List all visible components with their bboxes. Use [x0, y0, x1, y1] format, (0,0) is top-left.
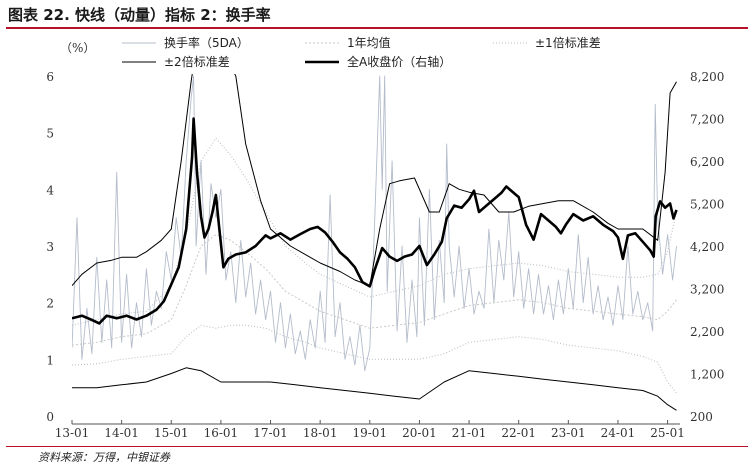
left-tick-label: 2: [46, 297, 54, 311]
legend-label-std2: ±2倍标准差: [164, 54, 230, 69]
series-line-avg_1y-0: [72, 234, 677, 346]
right-tick-label: 8,200: [690, 70, 724, 84]
left-tick-label: 6: [46, 70, 54, 84]
plot-lines: [72, 74, 678, 411]
legend-label-avg_1y: 1年均值: [347, 35, 391, 50]
x-tick-label: 22-01: [501, 426, 536, 440]
legend-label-turnover_5da: 换手率（5DA）: [164, 35, 249, 50]
right-tick-label: 6,200: [690, 155, 724, 169]
right-tick-label: 4,200: [690, 240, 724, 254]
title-rule: [6, 27, 748, 29]
legend-label-index: 全A收盘价（右轴）: [347, 54, 451, 69]
series-line-std1-1: [72, 324, 677, 394]
x-tick-label: 21-01: [452, 426, 487, 440]
x-tick-label: 15-01: [154, 426, 189, 440]
left-tick-label: 4: [46, 183, 54, 197]
x-tick-label: 24-01: [601, 426, 636, 440]
left-tick-label: 0: [46, 410, 54, 424]
x-tick-label: 20-01: [402, 426, 437, 440]
source-note: 资料来源：万得，中银证券: [38, 451, 170, 464]
right-tick-label: 7,200: [690, 113, 724, 127]
x-tick-label: 14-01: [104, 426, 139, 440]
x-tick-label: 19-01: [352, 426, 387, 440]
x-tick-label: 18-01: [303, 426, 338, 440]
series-line-std2-0: [72, 74, 677, 287]
right-axis-ticks: 200 1,200 2,200 3,200 4,200 5,200 6,200 7,200 8,…: [690, 70, 724, 424]
series-line-turnover_5da-0: [72, 75, 677, 372]
left-axis-ticks: 0 1 2 3 4 5 6: [46, 70, 54, 424]
x-tick-label: 13-01: [55, 426, 90, 440]
x-tick-label: 25-01: [650, 426, 685, 440]
source-rule: [6, 446, 748, 447]
legend-label-std1: ±1倍标准差: [535, 35, 601, 50]
x-axis-ticks: 13-01 14-01 15-01 16-01 17-01 18-01 19-01 20-01…: [55, 420, 685, 440]
right-tick-label: 5,200: [690, 198, 724, 212]
right-tick-label: 2,200: [690, 325, 724, 339]
figure-title: 图表 22. 快线（动量）指标 2：换手率: [8, 6, 271, 24]
left-axis-unit: （%）: [60, 41, 95, 55]
x-tick-label: 17-01: [253, 426, 288, 440]
series-line-std2-1: [72, 367, 677, 411]
x-tick-label: 16-01: [204, 426, 239, 440]
left-tick-label: 3: [46, 240, 54, 254]
series-line-index-0: [72, 117, 678, 325]
right-tick-label: 3,200: [690, 283, 724, 297]
x-tick-label: 23-01: [551, 426, 586, 440]
legend: 换手率（5DA） 1年均值 ±1倍标准差 ±2倍标准差 全A收盘价（右轴）: [122, 35, 601, 69]
right-tick-label: 200: [690, 410, 713, 424]
left-tick-label: 5: [46, 127, 54, 141]
left-tick-label: 1: [46, 353, 54, 367]
right-tick-label: 1,200: [690, 368, 724, 382]
